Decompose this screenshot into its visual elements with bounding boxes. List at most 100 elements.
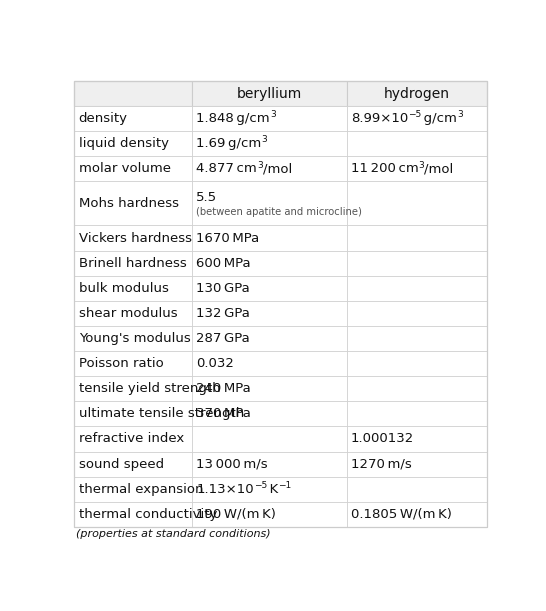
Bar (347, 301, 486, 326)
Bar (347, 81, 486, 106)
Bar (192, 81, 347, 106)
Bar (74, 106, 192, 131)
Bar (74, 81, 192, 106)
Text: 0.1805 W/(m K): 0.1805 W/(m K) (351, 508, 452, 521)
Bar (347, 426, 486, 452)
Bar (74, 251, 192, 276)
Text: 3: 3 (419, 161, 424, 169)
Text: 4.877 cm: 4.877 cm (196, 163, 257, 175)
Text: thermal expansion: thermal expansion (79, 483, 203, 496)
Bar (347, 156, 486, 181)
Text: hydrogen: hydrogen (384, 87, 450, 101)
Bar (74, 401, 192, 426)
Text: 1270 m/s: 1270 m/s (351, 458, 412, 470)
Bar (192, 376, 347, 401)
Bar (192, 106, 347, 131)
Text: 0.032: 0.032 (196, 357, 234, 370)
Text: shear modulus: shear modulus (79, 307, 177, 320)
Bar (192, 181, 347, 225)
Text: 1670 MPa: 1670 MPa (196, 232, 259, 244)
Bar (347, 225, 486, 251)
Bar (192, 426, 347, 452)
Text: −5: −5 (254, 481, 267, 490)
Text: 1.000132: 1.000132 (351, 433, 414, 445)
Text: 370 MPa: 370 MPa (196, 408, 251, 420)
Bar (74, 156, 192, 181)
Text: 8.99×10: 8.99×10 (351, 112, 408, 125)
Bar (74, 502, 192, 527)
Bar (192, 502, 347, 527)
Text: bulk modulus: bulk modulus (79, 282, 169, 295)
Text: molar volume: molar volume (79, 163, 171, 175)
Bar (192, 131, 347, 156)
Text: g/cm: g/cm (422, 112, 457, 125)
Text: 3: 3 (257, 161, 263, 169)
Text: Vickers hardness: Vickers hardness (79, 232, 192, 244)
Text: 1.69 g/cm: 1.69 g/cm (196, 137, 262, 150)
Text: sound speed: sound speed (79, 458, 164, 470)
Bar (192, 477, 347, 502)
Bar (74, 452, 192, 477)
Bar (347, 477, 486, 502)
Bar (74, 131, 192, 156)
Bar (192, 251, 347, 276)
Text: 5.5: 5.5 (196, 191, 217, 204)
Text: 287 GPa: 287 GPa (196, 332, 250, 345)
Bar (192, 351, 347, 376)
Text: 1.13×10: 1.13×10 (196, 483, 254, 496)
Bar (74, 181, 192, 225)
Text: 13 000 m/s: 13 000 m/s (196, 458, 268, 470)
Text: Mohs hardness: Mohs hardness (79, 197, 179, 210)
Bar (74, 225, 192, 251)
Bar (192, 326, 347, 351)
Bar (347, 181, 486, 225)
Text: refractive index: refractive index (79, 433, 184, 445)
Bar (74, 326, 192, 351)
Bar (192, 225, 347, 251)
Text: beryllium: beryllium (236, 87, 302, 101)
Bar (74, 376, 192, 401)
Bar (347, 376, 486, 401)
Bar (192, 301, 347, 326)
Text: /mol: /mol (263, 163, 292, 175)
Bar (347, 452, 486, 477)
Text: Poisson ratio: Poisson ratio (79, 357, 163, 370)
Bar (347, 276, 486, 301)
Text: tensile yield strength: tensile yield strength (79, 382, 221, 395)
Bar (74, 426, 192, 452)
Bar (347, 251, 486, 276)
Bar (347, 326, 486, 351)
Text: 130 GPa: 130 GPa (196, 282, 250, 295)
Text: ultimate tensile strength: ultimate tensile strength (79, 408, 244, 420)
Bar (192, 452, 347, 477)
Text: Brinell hardness: Brinell hardness (79, 257, 187, 269)
Bar (347, 502, 486, 527)
Bar (347, 401, 486, 426)
Text: (between apatite and microcline): (between apatite and microcline) (196, 207, 362, 218)
Bar (74, 351, 192, 376)
Text: density: density (79, 112, 128, 125)
Bar (192, 401, 347, 426)
Text: K: K (267, 483, 278, 496)
Bar (192, 156, 347, 181)
Text: thermal conductivity: thermal conductivity (79, 508, 217, 521)
Bar (192, 276, 347, 301)
Text: /mol: /mol (424, 163, 454, 175)
Text: Young's modulus: Young's modulus (79, 332, 191, 345)
Text: 3: 3 (262, 136, 267, 144)
Text: 190 W/(m K): 190 W/(m K) (196, 508, 276, 521)
Text: 1.848 g/cm: 1.848 g/cm (196, 112, 270, 125)
Text: 132 GPa: 132 GPa (196, 307, 250, 320)
Text: −5: −5 (408, 111, 422, 119)
Bar (347, 131, 486, 156)
Text: liquid density: liquid density (79, 137, 169, 150)
Bar (74, 276, 192, 301)
Bar (74, 477, 192, 502)
Text: (properties at standard conditions): (properties at standard conditions) (76, 529, 271, 539)
Text: −1: −1 (278, 481, 292, 490)
Text: 240 MPa: 240 MPa (196, 382, 251, 395)
Text: 3: 3 (270, 111, 276, 119)
Bar (347, 106, 486, 131)
Text: 600 MPa: 600 MPa (196, 257, 251, 269)
Text: 11 200 cm: 11 200 cm (351, 163, 419, 175)
